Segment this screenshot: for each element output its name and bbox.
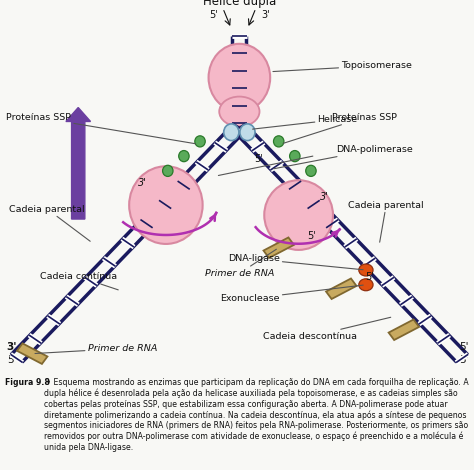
Text: Cadeia parental: Cadeia parental (348, 201, 424, 242)
Text: Cadeia parental: Cadeia parental (9, 204, 90, 241)
Text: DNA-polimerase: DNA-polimerase (274, 145, 413, 169)
Text: 5': 5' (308, 231, 316, 241)
Text: 3': 3' (7, 342, 17, 352)
Circle shape (359, 264, 373, 276)
Text: Cadeia descontínua: Cadeia descontínua (264, 317, 391, 341)
Ellipse shape (264, 180, 333, 250)
Text: 3': 3' (138, 178, 146, 188)
Text: Figura 9.8: Figura 9.8 (5, 378, 50, 387)
Ellipse shape (306, 165, 316, 176)
Text: 5': 5' (7, 355, 17, 365)
Text: 5': 5' (459, 342, 468, 352)
Ellipse shape (219, 96, 260, 126)
Text: DNA-ligase: DNA-ligase (228, 254, 363, 270)
FancyArrow shape (66, 108, 91, 219)
Text: Topoisomerase: Topoisomerase (273, 61, 412, 71)
Text: Primer de RNA: Primer de RNA (205, 249, 276, 278)
Ellipse shape (240, 124, 255, 141)
Circle shape (359, 279, 373, 291)
Text: Proteínas SSP: Proteínas SSP (283, 113, 397, 143)
Ellipse shape (209, 44, 270, 111)
Text: Exonuclease: Exonuclease (220, 285, 363, 303)
Text: Proteínas SSP: Proteínas SSP (6, 113, 195, 144)
Ellipse shape (224, 124, 239, 141)
Polygon shape (17, 344, 47, 364)
Ellipse shape (163, 165, 173, 176)
Text: • Esquema mostrando as enzimas que participam da replicação do DNA em cada forqu: • Esquema mostrando as enzimas que parti… (44, 378, 469, 452)
Text: Primer de RNA: Primer de RNA (35, 344, 157, 353)
Ellipse shape (195, 136, 205, 147)
Text: Cadeia contínua: Cadeia contínua (40, 272, 118, 290)
Polygon shape (389, 320, 419, 340)
Ellipse shape (273, 136, 284, 147)
Text: Helicase: Helicase (253, 115, 358, 129)
Text: 5': 5' (254, 155, 263, 164)
Text: 5': 5' (209, 10, 218, 20)
Text: 3': 3' (261, 10, 270, 20)
Text: 3': 3' (320, 192, 329, 202)
Text: 3': 3' (459, 355, 468, 365)
Polygon shape (264, 237, 294, 258)
Ellipse shape (179, 150, 189, 162)
Polygon shape (326, 279, 356, 299)
Text: Hélice dupla: Hélice dupla (203, 0, 276, 8)
Text: 5': 5' (365, 272, 374, 282)
Ellipse shape (290, 150, 300, 162)
Ellipse shape (129, 166, 203, 244)
